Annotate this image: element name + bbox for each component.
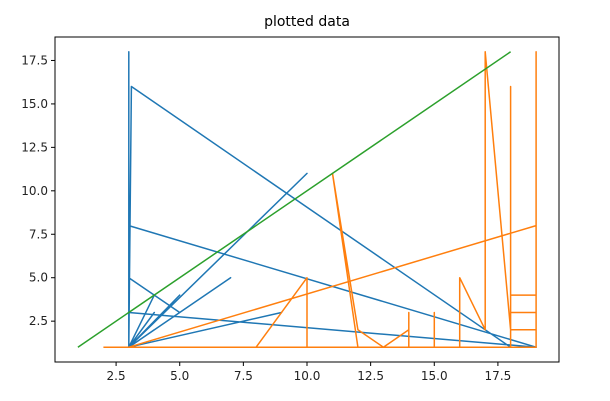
x-tick-label: 10.0 [294, 369, 321, 383]
y-tick-label: 5.0 [29, 271, 48, 285]
y-tick-label: 15.0 [21, 97, 48, 111]
chart-title: plotted data [264, 14, 350, 30]
y-tick-label: 17.5 [21, 53, 48, 67]
series-line-3 [77, 51, 512, 348]
y-tick-label: 10.0 [21, 184, 48, 198]
y-tick-label: 7.5 [29, 227, 48, 241]
x-axis: 2.5 5.0 7.5 10.0 12.5 15.0 17.5 [107, 362, 512, 383]
y-tick-label: 2.5 [29, 314, 48, 328]
x-tick-label: 5.0 [170, 369, 189, 383]
y-axis: 2.5 5.0 7.5 10.0 12.5 15.0 17.5 [21, 53, 55, 328]
x-tick-label: 2.5 [107, 369, 126, 383]
y-tick-label: 12.5 [21, 140, 48, 154]
x-tick-label: 7.5 [234, 369, 253, 383]
x-tick-label: 12.5 [357, 369, 384, 383]
x-tick-label: 17.5 [485, 369, 512, 383]
series-line-2 [103, 51, 537, 348]
x-tick-label: 15.0 [421, 369, 448, 383]
plot-area [77, 51, 537, 348]
